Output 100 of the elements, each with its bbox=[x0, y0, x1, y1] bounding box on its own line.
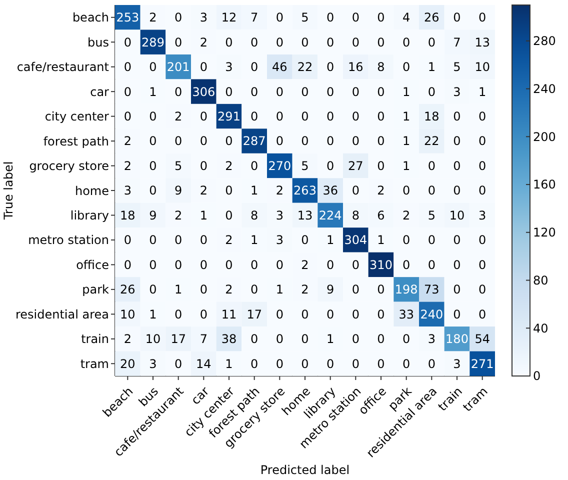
data-label: 18 bbox=[424, 110, 440, 124]
data-label: 7 bbox=[250, 10, 258, 25]
data-label: 0 bbox=[149, 158, 157, 173]
data-label: 4 bbox=[402, 10, 410, 25]
y-tick-label: park bbox=[82, 282, 110, 297]
data-label: 0 bbox=[326, 10, 334, 25]
data-label: 1 bbox=[174, 282, 182, 297]
data-label: 0 bbox=[453, 110, 461, 124]
data-label: 1 bbox=[428, 60, 436, 74]
color-bar-label: 280 bbox=[533, 34, 556, 48]
data-label: 291 bbox=[218, 110, 240, 124]
data-label: 0 bbox=[352, 84, 360, 99]
data-label: 0 bbox=[225, 134, 233, 148]
data-label: 0 bbox=[402, 356, 410, 371]
color-bar-label: 240 bbox=[533, 82, 556, 96]
data-label: 33 bbox=[398, 307, 414, 322]
data-label: 0 bbox=[200, 282, 208, 297]
data-label: 38 bbox=[221, 332, 237, 346]
data-label: 0 bbox=[326, 307, 334, 322]
data-label: 306 bbox=[192, 84, 216, 99]
y-tick-label: library bbox=[70, 208, 109, 222]
data-label: 1 bbox=[402, 110, 410, 124]
data-label: 2 bbox=[200, 184, 208, 198]
data-label: 1 bbox=[402, 134, 410, 148]
y-tick-label: city center bbox=[44, 110, 110, 124]
data-label: 0 bbox=[352, 10, 360, 25]
data-label: 11 bbox=[221, 307, 237, 322]
y-tick-label: cafe/restaurant bbox=[16, 60, 110, 74]
data-label: 36 bbox=[322, 184, 338, 198]
data-label: 0 bbox=[225, 84, 233, 99]
data-label: 0 bbox=[428, 258, 436, 272]
data-label: 0 bbox=[326, 110, 334, 124]
data-label: 8 bbox=[352, 208, 360, 222]
data-label: 2 bbox=[276, 184, 284, 198]
data-label: 0 bbox=[326, 134, 334, 148]
data-label: 0 bbox=[200, 110, 208, 124]
data-label: 0 bbox=[478, 134, 486, 148]
data-label: 0 bbox=[276, 307, 284, 322]
data-label: 3 bbox=[453, 84, 461, 99]
data-label: 3 bbox=[428, 332, 436, 346]
data-label: 0 bbox=[149, 233, 157, 248]
data-label: 0 bbox=[326, 356, 334, 371]
data-label: 0 bbox=[428, 84, 436, 99]
data-label: 2 bbox=[174, 208, 182, 222]
data-label: 2 bbox=[301, 258, 309, 272]
data-label: 3 bbox=[124, 184, 132, 198]
data-label: 0 bbox=[250, 282, 258, 297]
data-label: 26 bbox=[424, 10, 440, 25]
data-label: 0 bbox=[301, 356, 309, 371]
data-label: 10 bbox=[145, 332, 161, 346]
data-label: 0 bbox=[200, 134, 208, 148]
data-label: 0 bbox=[352, 332, 360, 346]
data-label: 13 bbox=[474, 35, 490, 50]
data-label: 2 bbox=[124, 158, 132, 173]
data-label: 0 bbox=[174, 134, 182, 148]
data-label: 16 bbox=[348, 60, 364, 74]
data-label: 0 bbox=[377, 282, 385, 297]
data-label: 0 bbox=[377, 356, 385, 371]
data-label: 0 bbox=[149, 282, 157, 297]
data-label: 0 bbox=[276, 356, 284, 371]
data-label: 0 bbox=[301, 307, 309, 322]
data-label: 0 bbox=[250, 110, 258, 124]
data-label: 0 bbox=[225, 184, 233, 198]
data-label: 0 bbox=[428, 184, 436, 198]
data-label: 2 bbox=[149, 10, 157, 25]
data-label: 0 bbox=[428, 233, 436, 248]
y-tick-label: train bbox=[81, 332, 109, 346]
data-label: 8 bbox=[250, 208, 258, 222]
data-label: 0 bbox=[276, 110, 284, 124]
data-label: 1 bbox=[402, 84, 410, 99]
data-label: 0 bbox=[326, 35, 334, 50]
data-label: 17 bbox=[246, 307, 262, 322]
data-label: 0 bbox=[174, 10, 182, 25]
y-tick-label: tram bbox=[80, 356, 109, 371]
data-label: 1 bbox=[149, 84, 157, 99]
data-label: 1 bbox=[402, 158, 410, 173]
y-tick-label: car bbox=[90, 84, 110, 99]
y-tick-label: metro station bbox=[28, 233, 109, 248]
data-label: 0 bbox=[453, 158, 461, 173]
data-label: 3 bbox=[276, 208, 284, 222]
data-label: 240 bbox=[420, 307, 444, 322]
data-label: 2 bbox=[200, 35, 208, 50]
data-label: 0 bbox=[301, 84, 309, 99]
data-label: 0 bbox=[377, 10, 385, 25]
data-label: 1 bbox=[200, 208, 208, 222]
data-label: 0 bbox=[377, 332, 385, 346]
data-label: 18 bbox=[120, 208, 136, 222]
data-label: 0 bbox=[478, 307, 486, 322]
data-label: 0 bbox=[276, 332, 284, 346]
data-label: 0 bbox=[326, 84, 334, 99]
data-label: 1 bbox=[478, 84, 486, 99]
data-label: 0 bbox=[428, 356, 436, 371]
data-label: 7 bbox=[453, 35, 461, 50]
data-label: 0 bbox=[276, 258, 284, 272]
data-label: 0 bbox=[276, 84, 284, 99]
data-label: 0 bbox=[200, 233, 208, 248]
color-bar-label: 40 bbox=[533, 321, 548, 336]
data-label: 17 bbox=[170, 332, 186, 346]
data-label: 0 bbox=[478, 10, 486, 25]
data-label: 0 bbox=[174, 356, 182, 371]
